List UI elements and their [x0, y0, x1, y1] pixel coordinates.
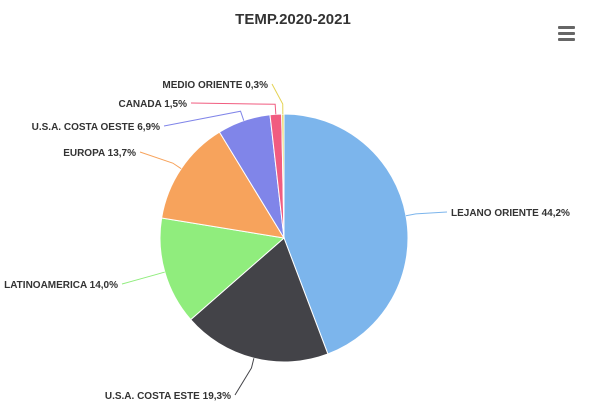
slice-label: MEDIO ORIENTE 0,3%: [162, 80, 268, 91]
hamburger-menu-icon: [558, 32, 575, 35]
slice-label: LEJANO ORIENTE 44,2%: [451, 208, 570, 219]
slice-label: U.S.A. COSTA ESTE 19,3%: [105, 391, 231, 402]
pie-slice[interactable]: [159, 217, 286, 321]
slice-connector: [405, 211, 448, 217]
pie-slice[interactable]: [283, 113, 409, 355]
slice-connector: [121, 271, 165, 285]
slice-connector: [271, 83, 284, 115]
chart-title: TEMP.2020-2021: [235, 11, 351, 28]
slice-connector: [234, 358, 255, 396]
pie-slice[interactable]: [189, 237, 329, 363]
slice-label: LATINOAMERICA 14,0%: [4, 280, 118, 291]
chart-menu-button[interactable]: [557, 24, 577, 42]
slice-label: EUROPA 13,7%: [63, 148, 136, 159]
slice-connector: [190, 102, 277, 115]
slice-connector: [163, 110, 245, 127]
hamburger-menu-icon: [558, 26, 575, 29]
slice-connector: [139, 151, 182, 170]
slice-label: CANADA 1,5%: [118, 99, 187, 110]
hamburger-menu-icon: [558, 38, 575, 41]
slice-label: U.S.A. COSTA OESTE 6,9%: [32, 122, 160, 133]
